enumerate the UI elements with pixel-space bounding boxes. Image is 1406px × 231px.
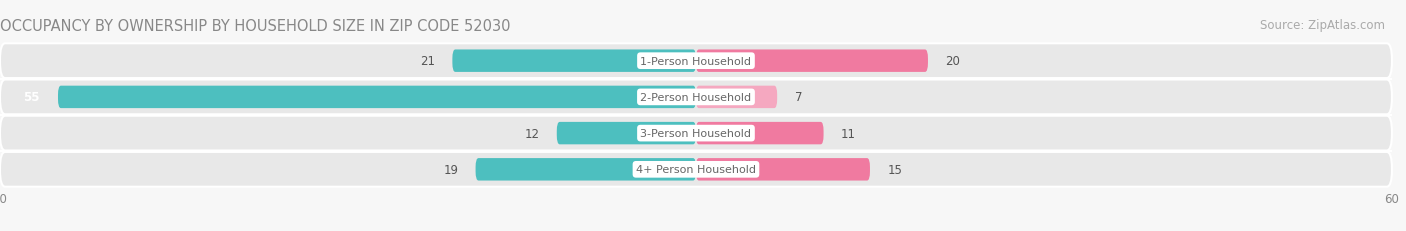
FancyBboxPatch shape	[557, 122, 696, 145]
Text: 7: 7	[794, 91, 801, 104]
Text: 55: 55	[22, 91, 39, 104]
FancyBboxPatch shape	[0, 44, 1392, 79]
FancyBboxPatch shape	[696, 158, 870, 181]
FancyBboxPatch shape	[696, 86, 778, 109]
FancyBboxPatch shape	[0, 152, 1392, 187]
Text: 4+ Person Household: 4+ Person Household	[636, 165, 756, 175]
FancyBboxPatch shape	[696, 50, 928, 73]
FancyBboxPatch shape	[696, 122, 824, 145]
Text: 20: 20	[945, 55, 960, 68]
FancyBboxPatch shape	[58, 86, 696, 109]
Text: 1-Person Household: 1-Person Household	[641, 56, 751, 66]
Text: Source: ZipAtlas.com: Source: ZipAtlas.com	[1260, 18, 1385, 31]
Text: OCCUPANCY BY OWNERSHIP BY HOUSEHOLD SIZE IN ZIP CODE 52030: OCCUPANCY BY OWNERSHIP BY HOUSEHOLD SIZE…	[0, 18, 510, 33]
FancyBboxPatch shape	[0, 116, 1392, 151]
FancyBboxPatch shape	[453, 50, 696, 73]
Text: 12: 12	[524, 127, 540, 140]
Text: 3-Person Household: 3-Person Household	[641, 128, 751, 139]
FancyBboxPatch shape	[475, 158, 696, 181]
Text: 11: 11	[841, 127, 856, 140]
Text: 19: 19	[443, 163, 458, 176]
FancyBboxPatch shape	[0, 80, 1392, 115]
Text: 21: 21	[420, 55, 434, 68]
Text: 15: 15	[887, 163, 903, 176]
Text: 2-Person Household: 2-Person Household	[640, 92, 752, 103]
